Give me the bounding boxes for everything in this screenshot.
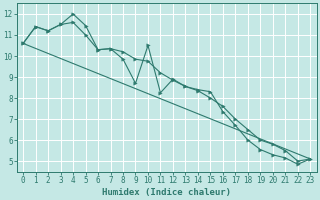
X-axis label: Humidex (Indice chaleur): Humidex (Indice chaleur) (102, 188, 231, 197)
